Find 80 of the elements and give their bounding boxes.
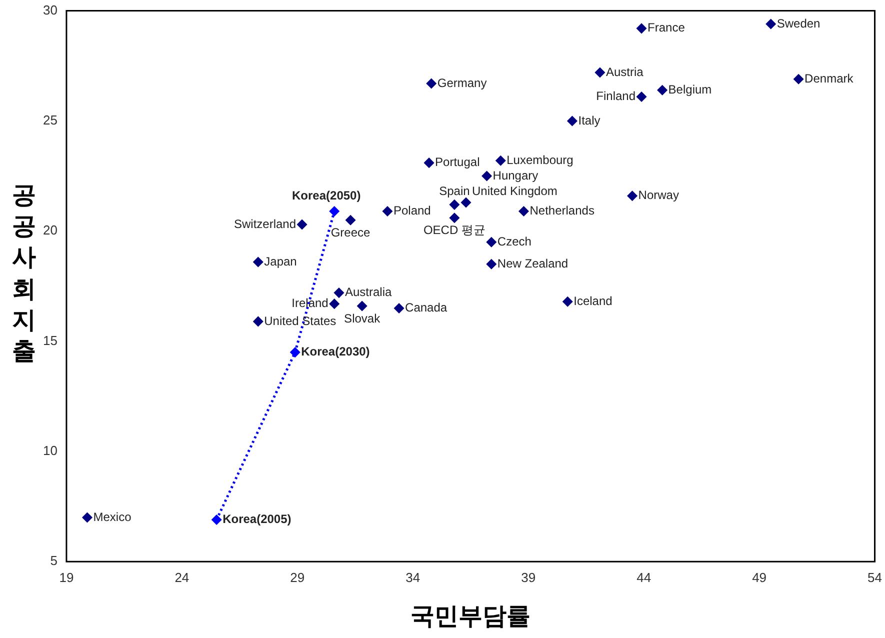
annotation: Netherlands bbox=[530, 204, 594, 218]
annotation: Mexico bbox=[93, 510, 132, 524]
annotation: Finland bbox=[596, 89, 636, 104]
point bbox=[766, 19, 776, 29]
point bbox=[496, 156, 506, 166]
annotation: Sweden bbox=[776, 16, 820, 30]
annotation: Czech bbox=[497, 234, 532, 248]
point bbox=[450, 200, 460, 210]
point bbox=[794, 74, 804, 84]
annotation: Switzerland bbox=[234, 216, 296, 231]
point bbox=[486, 259, 496, 269]
point bbox=[334, 288, 344, 298]
annotation: Luxembourg bbox=[506, 152, 574, 167]
annotation: Spain bbox=[439, 184, 470, 198]
point bbox=[636, 92, 646, 102]
point bbox=[297, 220, 307, 230]
point bbox=[482, 171, 492, 181]
annotation: Canada bbox=[405, 300, 448, 315]
annotation: United States bbox=[264, 314, 336, 328]
point bbox=[330, 299, 340, 309]
point bbox=[357, 301, 367, 311]
annotation: France bbox=[648, 20, 686, 35]
annotation: Denmark bbox=[804, 71, 854, 86]
annotation: Hungary bbox=[492, 168, 538, 182]
x-tick-label: 44 bbox=[636, 570, 652, 585]
point bbox=[567, 116, 577, 126]
point bbox=[212, 514, 222, 524]
point bbox=[330, 206, 340, 216]
x-axis-title: 국민부담률 bbox=[410, 602, 531, 630]
point bbox=[518, 206, 528, 216]
annotation: Slovak bbox=[344, 311, 382, 326]
annotation: New Zealand bbox=[497, 256, 568, 270]
annotation: Ireland bbox=[292, 296, 328, 310]
annotation: Japan bbox=[264, 254, 297, 268]
annotation: Belgium bbox=[668, 82, 712, 96]
point bbox=[658, 85, 668, 95]
y-tick-label: 5 bbox=[50, 553, 58, 568]
annotation: Korea(2050) bbox=[292, 188, 361, 203]
annotation: Austria bbox=[606, 64, 644, 79]
point bbox=[346, 215, 356, 225]
x-tick-label: 19 bbox=[59, 570, 74, 585]
point bbox=[595, 68, 605, 78]
annotation: Poland bbox=[393, 204, 431, 218]
annotation: Portugal bbox=[435, 155, 480, 170]
point bbox=[426, 78, 436, 88]
y-tick-label: 25 bbox=[42, 112, 58, 128]
point bbox=[424, 158, 434, 168]
annotation: Iceland bbox=[574, 294, 612, 308]
x-tick-label: 34 bbox=[406, 570, 420, 585]
point bbox=[486, 237, 496, 247]
point bbox=[253, 257, 263, 267]
annotation: Greece bbox=[330, 225, 371, 240]
point bbox=[461, 198, 471, 208]
point bbox=[253, 316, 263, 326]
point bbox=[450, 213, 460, 223]
point bbox=[562, 296, 572, 306]
annotation: OECD 평균 bbox=[423, 223, 486, 238]
point bbox=[382, 206, 392, 216]
x-tick-label: 29 bbox=[290, 570, 305, 585]
point bbox=[394, 303, 404, 313]
y-tick-label: 10 bbox=[42, 443, 58, 458]
y-tick-label: 30 bbox=[42, 2, 58, 18]
x-tick-label: 49 bbox=[752, 570, 767, 585]
y-tick-label: 20 bbox=[42, 222, 58, 238]
x-tick-label: 54 bbox=[868, 570, 882, 585]
x-tick-label: 24 bbox=[174, 570, 190, 585]
annotation: United Kingdom bbox=[472, 184, 558, 198]
point bbox=[628, 191, 638, 201]
point bbox=[82, 512, 92, 522]
annotation: Norway bbox=[638, 188, 679, 202]
y-tick-label: 15 bbox=[42, 332, 58, 348]
annotation: Korea(2030) bbox=[301, 344, 370, 359]
point bbox=[290, 348, 300, 358]
x-tick-label: 39 bbox=[521, 570, 536, 585]
y-axis-title: 공공사회지출 bbox=[11, 180, 37, 367]
annotation: Korea(2005) bbox=[222, 512, 292, 526]
annotation: Germany bbox=[437, 76, 487, 90]
point bbox=[636, 24, 646, 34]
annotation: Italy bbox=[578, 113, 600, 128]
annotation: Australia bbox=[344, 285, 392, 300]
